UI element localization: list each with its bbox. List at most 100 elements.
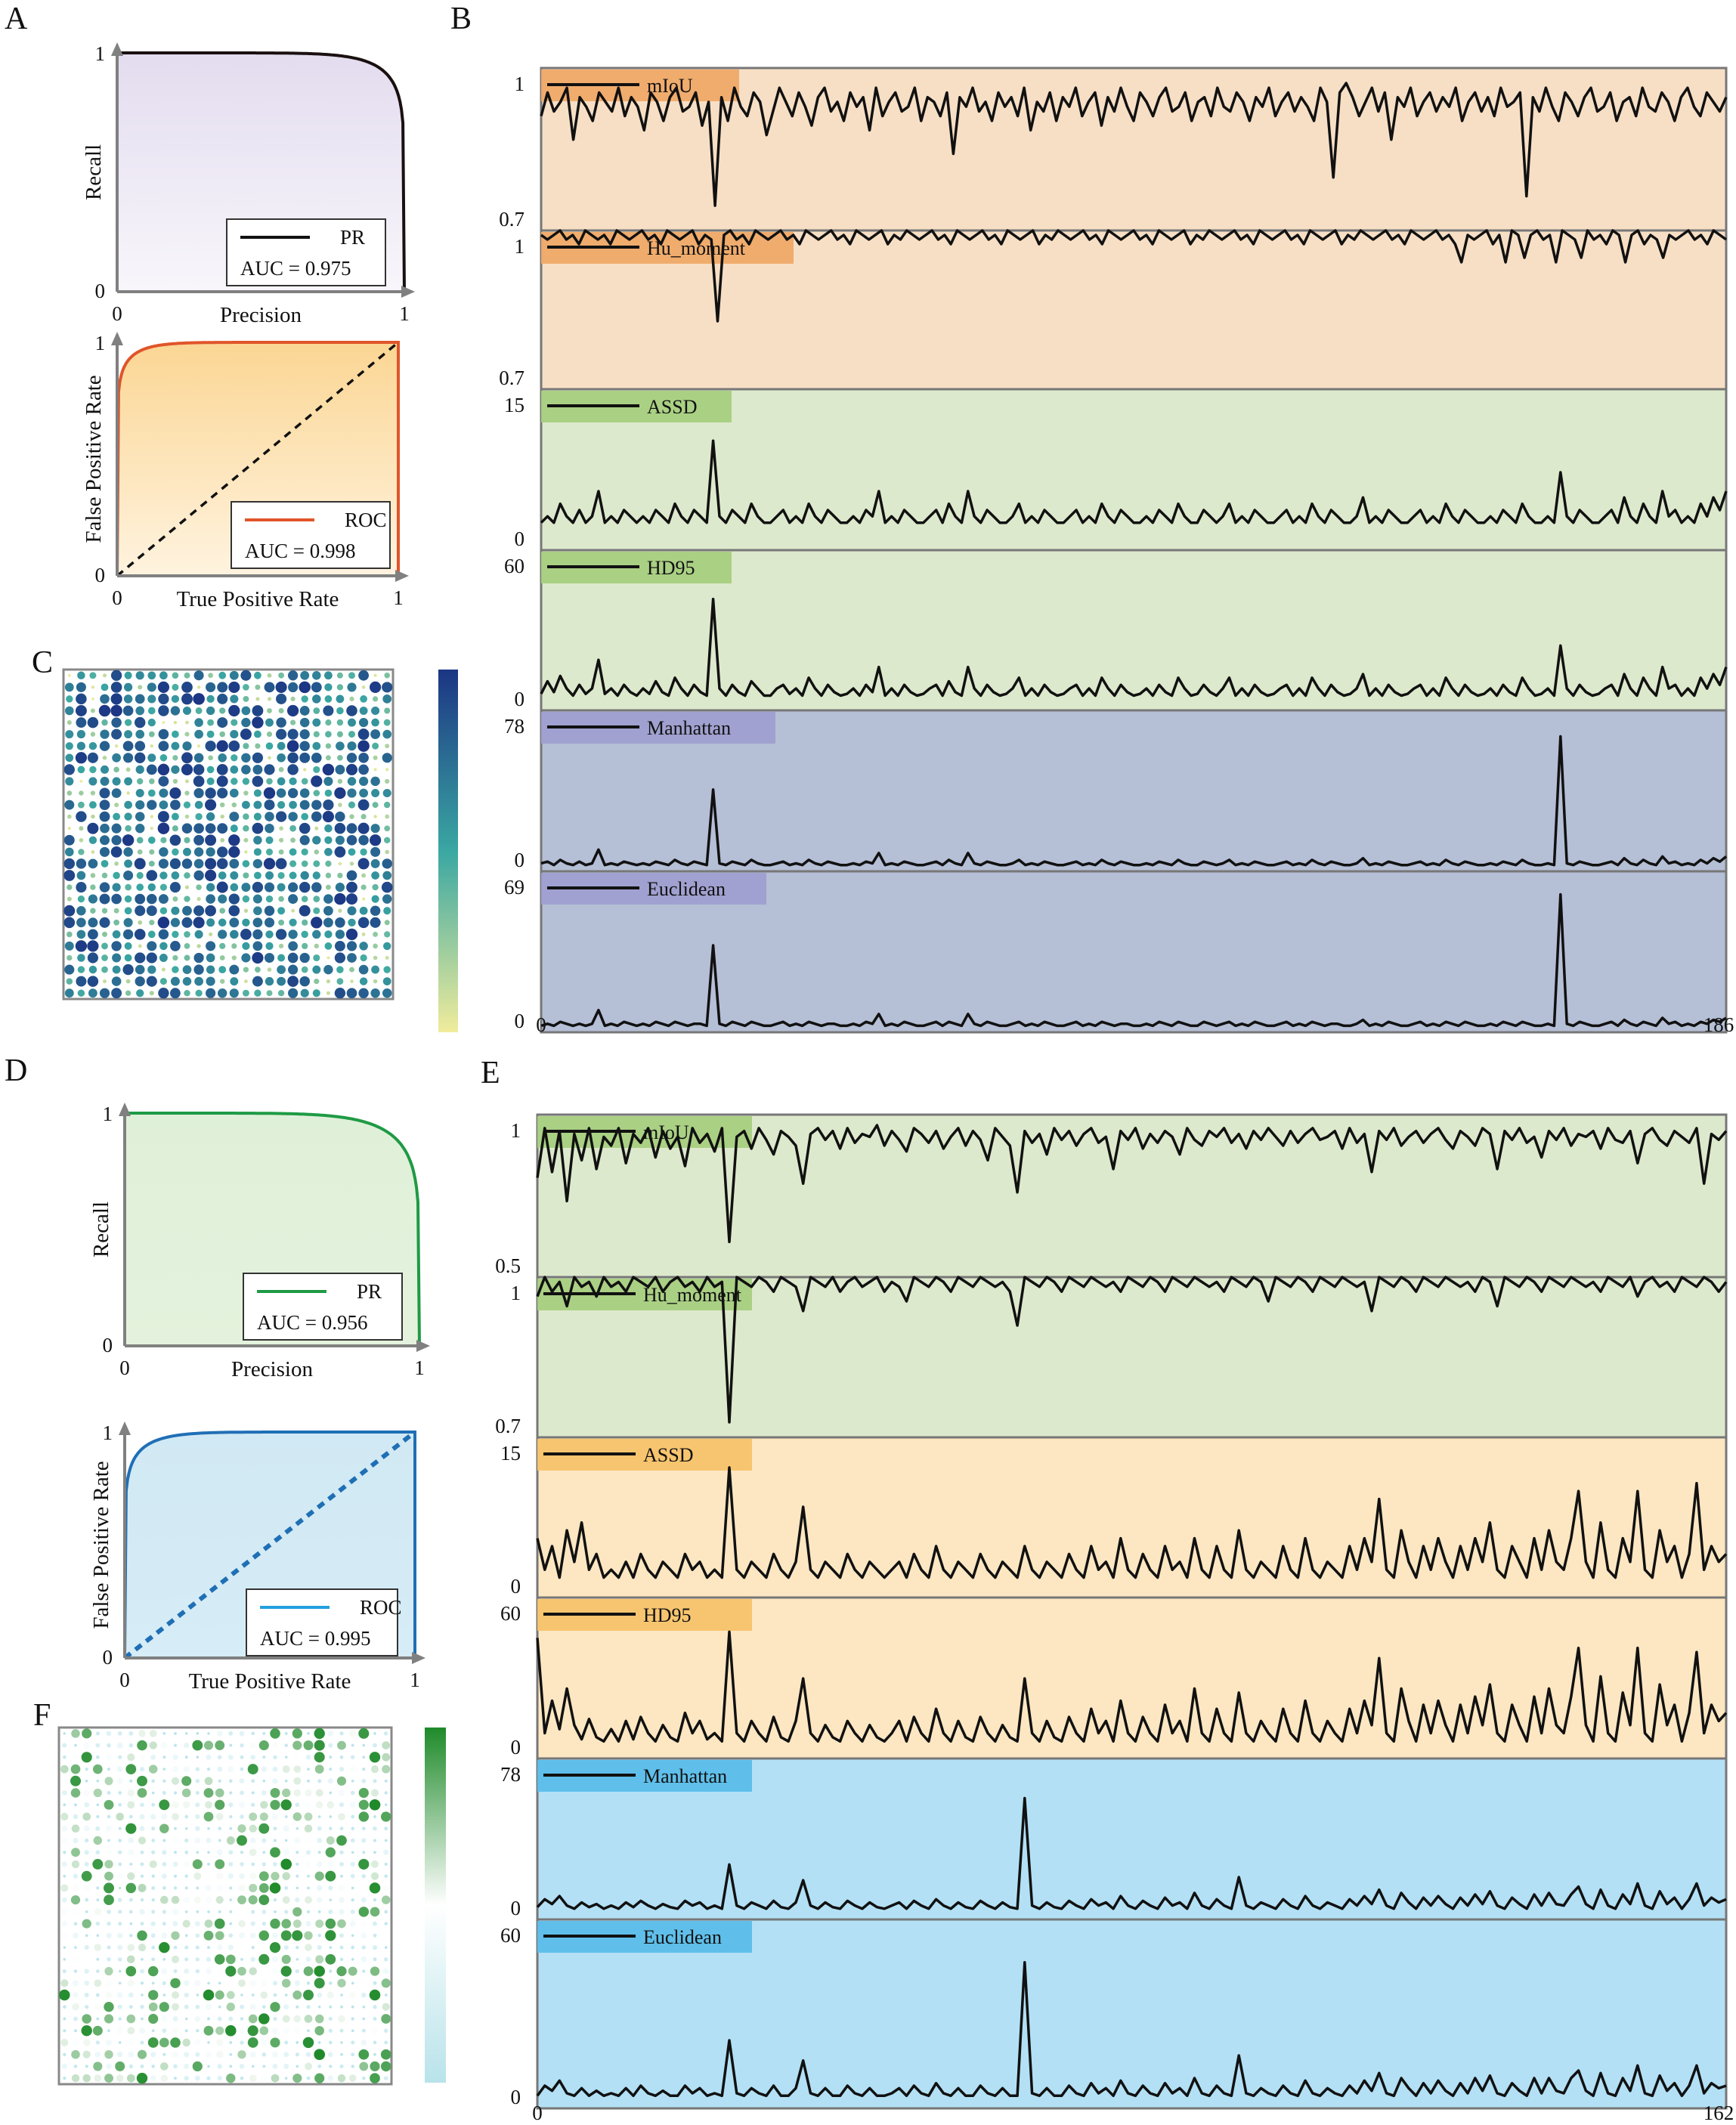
heatmap-cell xyxy=(184,1945,189,1950)
heatmap-cell xyxy=(111,728,122,740)
heatmap-cell xyxy=(158,728,169,740)
heatmap-cell xyxy=(184,1743,190,1749)
heatmap-cell xyxy=(91,814,95,819)
heatmap-cell xyxy=(260,1991,268,1999)
heatmap-cell xyxy=(140,1850,144,1854)
heatmap-cell xyxy=(228,1850,234,1855)
heatmap-cell xyxy=(216,1849,223,1856)
heatmap-cell xyxy=(373,1732,376,1735)
heatmap-cell xyxy=(384,673,390,679)
heatmap-cell xyxy=(207,1732,210,1735)
heatmap-cell xyxy=(147,800,157,810)
heatmap-cell xyxy=(135,976,145,987)
heatmap-cell xyxy=(299,681,311,694)
heatmap-cell xyxy=(301,778,308,785)
heatmap-cell xyxy=(62,1743,67,1748)
heatmap-cell xyxy=(104,2050,113,2059)
y-axis-arrow xyxy=(119,1103,131,1116)
heatmap-cell xyxy=(66,695,73,703)
heatmap-cell xyxy=(88,836,97,844)
heatmap-cell xyxy=(111,988,122,999)
heatmap-cell xyxy=(151,1874,155,1878)
heatmap-cell xyxy=(159,847,169,857)
heatmap-cell xyxy=(118,1981,122,1985)
heatmap-cell xyxy=(276,693,287,704)
heatmap-cell xyxy=(205,858,217,870)
heatmap-cell xyxy=(284,1885,289,1890)
panel-b: mIoU10.7Hu_moment10.7ASSD150HD95600Manha… xyxy=(499,67,1734,1036)
heatmap-cell xyxy=(207,1827,210,1830)
heatmap-cell xyxy=(228,1861,234,1867)
heatmap-cell xyxy=(193,823,204,834)
heatmap-cell xyxy=(287,787,299,799)
heatmap-cell xyxy=(346,870,357,881)
heatmap-cell xyxy=(248,1895,258,1905)
heatmap-cell xyxy=(140,1981,144,1985)
heatmap-cell xyxy=(106,1731,112,1737)
heatmap-cell xyxy=(261,2052,266,2057)
heatmap-cell xyxy=(225,1954,236,1965)
heatmap-cell xyxy=(228,1802,234,1808)
heatmap-cell xyxy=(117,1850,122,1854)
heatmap-cell xyxy=(361,932,366,936)
heatmap-cell xyxy=(135,964,145,975)
heatmap-cell xyxy=(370,2061,380,2071)
heatmap-cell xyxy=(384,1994,388,1997)
legend-box xyxy=(243,1273,403,1341)
heatmap-cell xyxy=(73,1838,79,1843)
heatmap-cell xyxy=(172,755,178,761)
heatmap-cell xyxy=(336,741,345,751)
heatmap-cell xyxy=(294,1980,300,1986)
heatmap-cell xyxy=(383,719,391,726)
heatmap-cell xyxy=(358,670,370,681)
heatmap-cell xyxy=(206,2076,211,2080)
heatmap-cell xyxy=(61,1920,68,1927)
heatmap-cell xyxy=(65,730,74,739)
heatmap-cell xyxy=(104,1799,114,1810)
heatmap-cell xyxy=(248,2014,258,2024)
heatmap-cell xyxy=(264,800,275,811)
heatmap-cell xyxy=(227,1754,234,1760)
heatmap-cell xyxy=(71,2049,80,2059)
heatmap-cell xyxy=(282,1872,291,1881)
heatmap-cell xyxy=(272,1766,278,1772)
heatmap-cell xyxy=(350,1873,355,1879)
heatmap-cell xyxy=(338,2015,345,2023)
heatmap-cell xyxy=(196,1910,200,1913)
heatmap-cell xyxy=(184,814,190,819)
heatmap-cell xyxy=(67,720,72,725)
heatmap-cell xyxy=(362,1768,366,1771)
y-axis-label: Recall xyxy=(82,144,106,200)
heatmap-cell xyxy=(173,1886,178,1890)
heatmap-cell xyxy=(382,988,392,998)
heatmap-cell xyxy=(239,1932,245,1939)
heatmap-cell xyxy=(124,859,133,868)
heatmap-cell xyxy=(384,1839,388,1842)
heatmap-cell xyxy=(307,1732,310,1735)
heatmap-cell xyxy=(195,2052,200,2057)
heatmap-cell xyxy=(146,870,158,881)
heatmap-cell xyxy=(94,2074,102,2082)
heatmap-cell xyxy=(172,930,179,939)
heatmap-cell xyxy=(162,1910,166,1914)
heatmap-cell xyxy=(206,730,215,738)
heatmap-cell xyxy=(362,1969,366,1973)
heatmap-cell xyxy=(228,1731,234,1736)
heatmap-cell xyxy=(382,694,392,704)
heatmap-cell xyxy=(73,1969,78,1973)
heatmap-cell xyxy=(288,988,299,998)
heatmap-cell xyxy=(146,905,157,917)
heatmap-cell xyxy=(296,1827,299,1830)
heatmap-cell xyxy=(281,1978,291,1988)
heatmap-cell xyxy=(181,1776,192,1786)
heatmap-cell xyxy=(107,1791,111,1795)
heatmap-cell xyxy=(322,763,335,776)
heatmap-cell xyxy=(358,2049,370,2060)
heatmap-cell xyxy=(110,704,122,717)
heatmap-cell xyxy=(283,2004,289,2010)
series-line xyxy=(540,229,1728,323)
heatmap-cell xyxy=(362,1851,366,1854)
heatmap-cell xyxy=(171,765,180,775)
heatmap-cell xyxy=(244,850,248,854)
heatmap-cell xyxy=(277,976,286,986)
